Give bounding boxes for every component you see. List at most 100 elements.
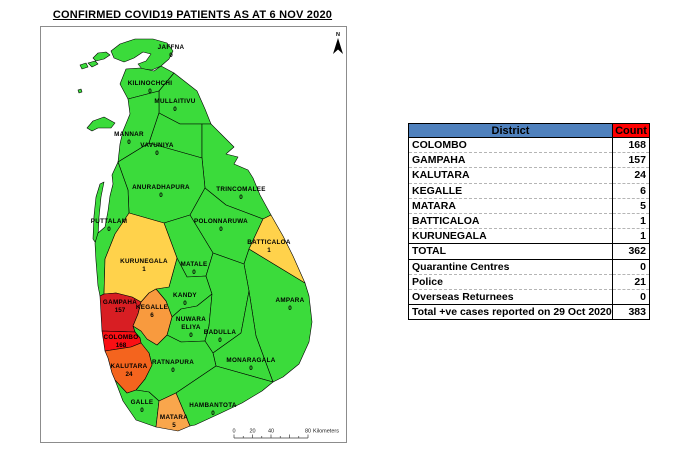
table-row: COLOMBO 168 — [409, 137, 650, 153]
svg-text:JAFFNA: JAFFNA — [158, 44, 185, 51]
svg-text:MATALE: MATALE — [180, 261, 207, 268]
map-frame: JAFFNA 0 KILINOCHCHI 0 MULLAITIVU 0 MANNAR 0 VAV… — [40, 26, 347, 443]
delft-island — [79, 62, 89, 70]
svg-text:0: 0 — [219, 226, 223, 233]
table-row: TOTAL 362 — [408, 243, 650, 260]
row-count-value: 362 — [612, 243, 650, 260]
svg-text:0: 0 — [218, 337, 222, 344]
table-row: Total +ve cases reported on 29 Oct 2020 3… — [408, 304, 650, 320]
row-count-value: 24 — [612, 167, 650, 184]
svg-text:KEGALLE: KEGALLE — [136, 304, 168, 311]
svg-text:0: 0 — [232, 429, 235, 435]
row-count-value: 168 — [612, 137, 650, 153]
svg-text:AMPARA: AMPARA — [276, 297, 305, 304]
row-district-label: Police — [408, 273, 613, 290]
table-header-row: District Count — [408, 123, 650, 138]
svg-text:0: 0 — [140, 407, 144, 414]
district-column-header: District — [408, 123, 613, 138]
svg-text:0: 0 — [183, 300, 187, 307]
small-islet — [77, 88, 83, 94]
row-district-label: MATARA — [408, 197, 613, 214]
table-row: KALUTARA 24 — [408, 167, 650, 184]
mannar-island — [86, 116, 116, 132]
punkudutivu-island — [87, 60, 99, 68]
table-row: Overseas Returnees 0 — [408, 288, 650, 305]
svg-text:Kilometers: Kilometers — [313, 429, 339, 435]
table-row: Quarantine Centres 0 — [409, 259, 650, 275]
row-count-value: 157 — [612, 152, 650, 168]
district-matara — [155, 392, 191, 432]
table-row: GAMPAHA 157 — [408, 152, 650, 168]
north-arrow-icon: N — [333, 32, 343, 54]
svg-text:N: N — [336, 32, 340, 38]
row-district-label: KEGALLE — [408, 182, 613, 199]
svg-text:6: 6 — [150, 312, 154, 319]
scale-bar: 0 20 40 80 Kilometers — [232, 429, 339, 439]
row-district-label: GAMPAHA — [408, 152, 613, 168]
svg-text:KURUNEGALA: KURUNEGALA — [120, 258, 168, 265]
svg-text:PUTTALAM: PUTTALAM — [91, 218, 128, 225]
table-row: KURUNEGALA 1 — [408, 228, 650, 244]
svg-text:80: 80 — [305, 429, 311, 435]
svg-text:168: 168 — [116, 342, 127, 349]
row-district-label: COLOMBO — [412, 139, 467, 152]
covid-count-table: District Count COLOMBO 168 GAMPAHA 157 KALUT… — [408, 123, 650, 321]
district-jaffna — [110, 38, 174, 71]
svg-text:BADULLA: BADULLA — [204, 329, 237, 336]
page-title: CONFIRMED COVID19 PATIENTS AS AT 6 NOV 2… — [52, 9, 333, 21]
row-district-label: KURUNEGALA — [408, 228, 613, 244]
row-count-value: 0 — [612, 259, 650, 275]
svg-text:0: 0 — [189, 332, 193, 339]
row-count-value: 1 — [612, 212, 650, 229]
svg-text:0: 0 — [155, 150, 159, 157]
svg-text:COLOMBO: COLOMBO — [104, 334, 139, 341]
district-kalutara — [104, 342, 153, 394]
svg-text:40: 40 — [268, 429, 274, 435]
svg-text:0: 0 — [239, 194, 243, 201]
svg-text:TRINCOMALEE: TRINCOMALEE — [216, 186, 265, 193]
svg-text:HAMBANTOTA: HAMBANTOTA — [189, 402, 237, 409]
table-row: MATARA 5 — [408, 197, 650, 214]
row-district-label: TOTAL — [408, 243, 613, 260]
svg-text:ELIYA: ELIYA — [181, 324, 201, 331]
svg-text:GAMPAHA: GAMPAHA — [103, 299, 137, 306]
svg-text:0: 0 — [148, 88, 152, 95]
row-district-label: BATTICALOA — [408, 212, 613, 229]
row-district-label: Quarantine Centres — [412, 260, 510, 273]
row-count-value: 383 — [612, 304, 650, 320]
svg-text:5: 5 — [172, 422, 176, 429]
svg-text:POLONNARUWA: POLONNARUWA — [194, 218, 248, 225]
svg-text:0: 0 — [159, 192, 163, 199]
svg-text:0: 0 — [249, 365, 253, 372]
svg-text:157: 157 — [115, 307, 126, 314]
svg-text:0: 0 — [192, 269, 196, 276]
row-district-label: KALUTARA — [408, 167, 613, 184]
kayts-island — [92, 51, 111, 62]
svg-text:0: 0 — [107, 226, 111, 233]
svg-text:VAVUNIYA: VAVUNIYA — [140, 142, 174, 149]
svg-text:NUWARA: NUWARA — [176, 316, 206, 323]
svg-text:RATNAPURA: RATNAPURA — [152, 359, 194, 366]
district-kegalle — [132, 288, 173, 346]
row-district-label: Overseas Returnees — [408, 288, 613, 305]
svg-text:0: 0 — [171, 367, 175, 374]
svg-text:24: 24 — [125, 371, 133, 378]
svg-text:BATTICALOA: BATTICALOA — [247, 239, 291, 246]
count-column-header: Count — [612, 123, 650, 138]
